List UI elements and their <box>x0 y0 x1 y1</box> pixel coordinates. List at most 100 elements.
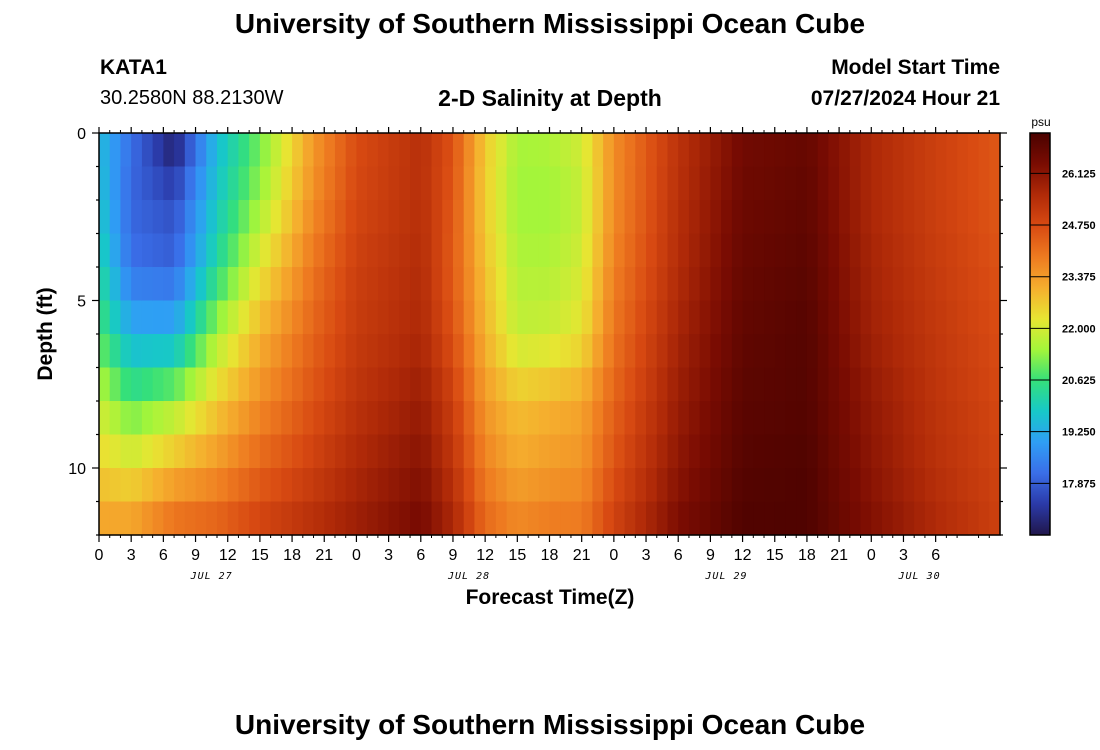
heatmap-cell <box>431 367 443 402</box>
heatmap-cell <box>892 468 905 503</box>
heatmap-cell <box>581 334 594 369</box>
heatmap-cell <box>474 300 486 335</box>
heatmap-cell <box>345 367 358 402</box>
heatmap-cell <box>624 300 636 335</box>
heatmap-cell <box>849 267 862 302</box>
heatmap-cell <box>935 468 947 503</box>
heatmap-cell <box>452 200 465 235</box>
heatmap-cell <box>109 501 122 536</box>
heatmap-cell <box>131 334 143 369</box>
heatmap-cell <box>635 334 647 369</box>
plot-title: 2-D Salinity at Depth <box>438 85 662 111</box>
heatmap-cell <box>946 334 958 369</box>
heatmap-cell <box>688 166 701 201</box>
heatmap-cell <box>292 468 304 503</box>
heatmap-cell <box>742 200 754 235</box>
heatmap-cell <box>742 501 754 536</box>
heatmap-cell <box>174 133 186 168</box>
heatmap-cell <box>817 200 829 235</box>
heatmap-cell <box>710 434 722 469</box>
heatmap-cell <box>227 501 240 536</box>
heatmap-cell <box>377 434 390 469</box>
heatmap-cell <box>806 166 819 201</box>
heatmap-cell <box>785 401 797 436</box>
heatmap-cell <box>184 434 197 469</box>
heatmap-cell <box>163 367 175 402</box>
heatmap-cell <box>764 401 776 436</box>
heatmap-cell <box>914 133 926 168</box>
heatmap-cell <box>796 133 808 168</box>
heatmap-cell <box>281 133 293 168</box>
heatmap-cell <box>109 200 122 235</box>
heatmap-cell <box>302 334 315 369</box>
heatmap-cell <box>688 267 701 302</box>
heatmap-cell <box>592 501 604 536</box>
heatmap-cell <box>313 200 325 235</box>
heatmap-cell <box>216 166 229 201</box>
heatmap-cell <box>174 233 186 268</box>
heatmap-cell <box>624 367 636 402</box>
x-tick-label: 15 <box>251 547 269 564</box>
heatmap-cell <box>99 233 111 268</box>
heatmap-cell <box>399 133 411 168</box>
heatmap-cell <box>753 233 765 268</box>
heatmap-cell <box>549 267 561 302</box>
heatmap-cell <box>924 200 937 235</box>
heatmap-cell <box>699 133 711 168</box>
heatmap-cell <box>495 367 508 402</box>
heatmap-cell <box>560 300 572 335</box>
heatmap-cell <box>667 501 679 536</box>
heatmap-cell <box>796 367 808 402</box>
heatmap-cell <box>463 501 476 536</box>
heatmap-cell <box>367 200 379 235</box>
heatmap-cell <box>903 501 915 536</box>
heatmap-cell <box>528 334 540 369</box>
heatmap-cell <box>538 267 551 302</box>
heatmap-cell <box>742 334 754 369</box>
heatmap-cell <box>206 367 218 402</box>
heatmap-cell <box>538 367 551 402</box>
heatmap-cell <box>334 334 347 369</box>
heatmap-cell <box>774 434 787 469</box>
heatmap-cell <box>978 468 990 503</box>
heatmap-cell <box>388 367 400 402</box>
heatmap-cell <box>313 401 325 436</box>
heatmap-cell <box>463 300 476 335</box>
heatmap-cell <box>442 468 454 503</box>
heatmap-cell <box>817 434 829 469</box>
heatmap-cell <box>141 233 154 268</box>
heatmap-cell <box>688 334 701 369</box>
heatmap-cell <box>388 501 400 536</box>
heatmap-cell <box>785 367 797 402</box>
heatmap-cell <box>141 501 154 536</box>
heatmap-cell <box>249 501 261 536</box>
heatmap-cell <box>839 468 851 503</box>
heatmap-cell <box>259 166 272 201</box>
heatmap-cell <box>474 501 486 536</box>
heatmap-cell <box>163 200 175 235</box>
heatmap-cell <box>270 166 282 201</box>
heatmap-cell <box>742 401 754 436</box>
heatmap-cell <box>120 434 132 469</box>
colorbar-tick-label: 19.250 <box>1062 427 1096 439</box>
heatmap-cell <box>849 334 862 369</box>
heatmap-cell <box>774 334 787 369</box>
heatmap-cell <box>613 166 626 201</box>
heatmap-cell <box>109 300 122 335</box>
heatmap-cell <box>592 133 604 168</box>
heatmap-cell <box>334 166 347 201</box>
heatmap-cell <box>442 200 454 235</box>
heatmap-cell <box>109 468 122 503</box>
x-tick-label: 3 <box>642 547 651 564</box>
heatmap-cell <box>367 166 379 201</box>
heatmap-cell <box>688 434 701 469</box>
date-label: JUL 28 <box>447 571 490 582</box>
heatmap-cell <box>238 434 250 469</box>
heatmap-cell <box>313 133 325 168</box>
x-tick-label: 18 <box>541 547 559 564</box>
heatmap-cell <box>259 300 272 335</box>
heatmap-cell <box>731 166 744 201</box>
heatmap-cell <box>699 334 711 369</box>
heatmap-cell <box>495 233 508 268</box>
heatmap-cell <box>517 501 529 536</box>
